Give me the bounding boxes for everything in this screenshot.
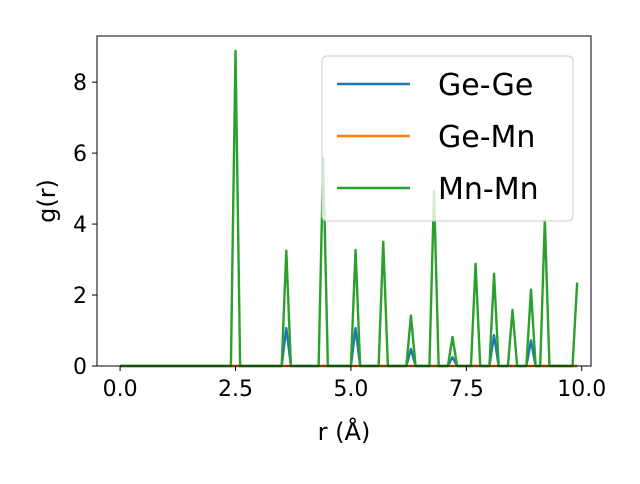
y-tick-label: 4 xyxy=(73,213,87,238)
legend-box xyxy=(321,55,574,222)
legend-label: Ge-Mn xyxy=(438,120,535,155)
y-axis-ticks: 0 2 4 6 8 xyxy=(73,71,97,380)
x-axis-label: r (Å) xyxy=(318,417,371,446)
y-tick-label: 0 xyxy=(73,355,87,380)
y-axis-label: g(r) xyxy=(33,179,61,223)
legend-label: Ge-Ge xyxy=(438,68,533,103)
legend: Ge-Ge Ge-Mn Mn-Mn xyxy=(321,55,574,222)
y-tick-label: 2 xyxy=(73,284,87,309)
legend-label: Mn-Mn xyxy=(438,172,539,207)
x-tick-label: 5.0 xyxy=(333,377,368,402)
x-tick-label: 0.0 xyxy=(103,377,138,402)
x-tick-label: 10.0 xyxy=(557,377,606,402)
x-axis-ticks: 0.0 2.5 5.0 7.5 10.0 xyxy=(103,366,606,402)
x-tick-label: 2.5 xyxy=(218,377,253,402)
axes-frame xyxy=(96,35,592,367)
y-tick-label: 6 xyxy=(73,142,87,167)
x-tick-label: 7.5 xyxy=(449,377,484,402)
y-tick-label: 8 xyxy=(73,71,87,96)
